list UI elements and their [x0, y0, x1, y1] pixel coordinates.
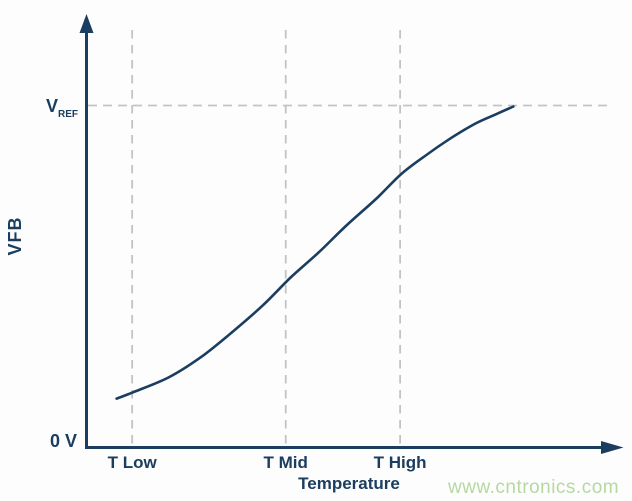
watermark: www.cntronics.com [448, 477, 620, 498]
y-axis-arrowhead-icon [79, 14, 94, 33]
x-tick-label-t-mid: T Mid [263, 453, 308, 472]
vref-label-main: V [45, 96, 58, 116]
vfb-curve [115, 105, 515, 400]
y-axis-title: VFB [5, 216, 25, 256]
zero-volt-label: 0 V [49, 431, 77, 451]
x-tick-label-t-high: T High [373, 453, 427, 472]
x-tick-label-t-low: T Low [107, 453, 157, 472]
x-axis-arrowhead-icon [601, 441, 624, 454]
x-axis-title: Temperature [298, 474, 400, 493]
vref-label-sub: REF [58, 109, 78, 120]
vref-label: VREF [45, 96, 78, 120]
vertical-gridlines [131, 30, 402, 444]
